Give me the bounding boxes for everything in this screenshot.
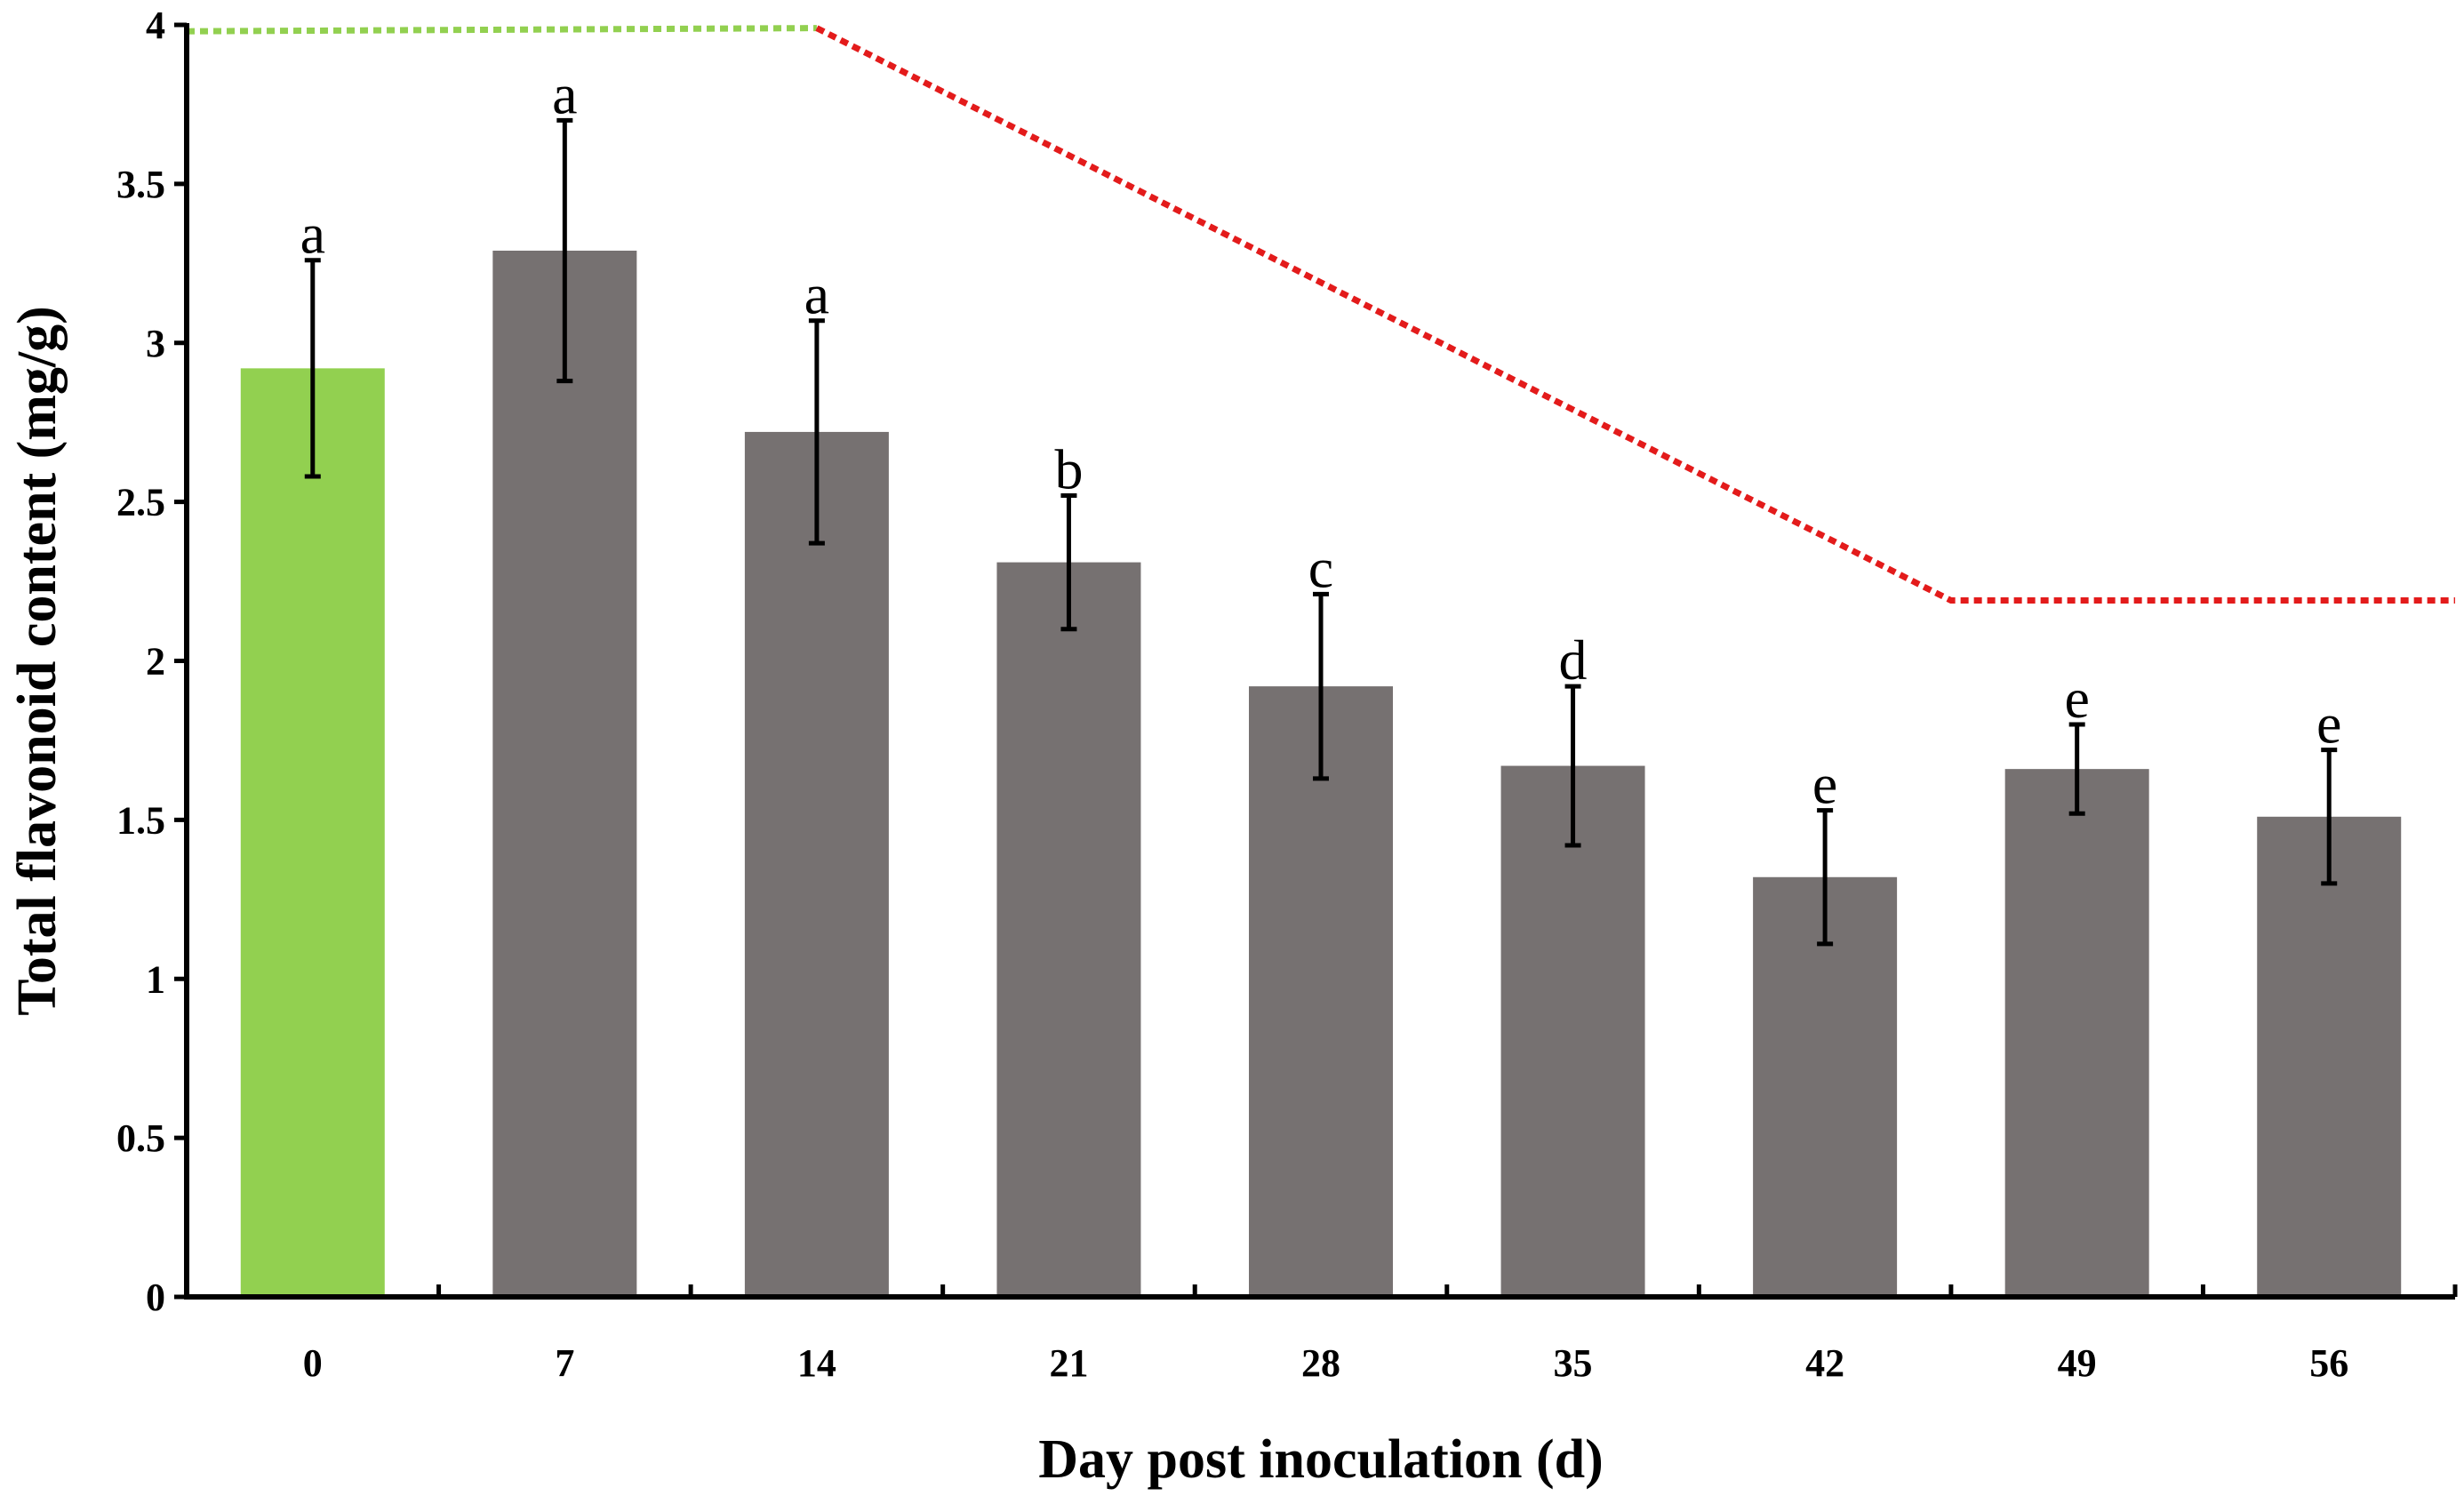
x-tick-label-28: 28 [1301,1341,1340,1385]
x-axis-title: Day post inoculation (d) [1038,1429,1604,1490]
significance-label-day-0: a [300,203,325,266]
bar-day-21 [996,562,1141,1297]
significance-label-day-49: e [2064,667,2089,730]
red-dotted-line [815,25,2455,604]
y-tick-label-2: 2 [146,640,165,684]
significance-label-day-7: a [552,62,577,125]
significance-label-day-56: e [2316,692,2341,756]
significance-labels: a a a b c d e e e [300,62,2342,815]
bar-day-42 [1753,876,1898,1297]
x-tick-labels: 0 7 14 21 28 35 42 49 56 [303,1341,2348,1385]
x-tick-label-0: 0 [303,1341,323,1385]
y-tick-labels: 0 0.5 1 1.5 2 2.5 3 3.5 4 [116,4,165,1319]
annotation-lines [186,25,2455,604]
bar-day-0 [240,368,385,1297]
significance-label-day-21: b [1054,437,1083,500]
bar-day-7 [492,251,637,1298]
y-tick-label-0: 0 [146,1276,165,1319]
significance-label-day-28: c [1308,536,1333,599]
error-bars [304,117,2338,947]
bar-day-28 [1249,686,1393,1297]
y-tick-label-3.5: 3.5 [116,163,165,206]
significance-label-day-42: e [1812,753,1837,816]
bars [240,251,2402,1298]
y-tick-label-1: 1 [146,957,165,1001]
axes [174,22,2458,1300]
y-tick-label-0.5: 0.5 [116,1116,165,1160]
y-tick-label-3: 3 [146,322,165,365]
significance-label-day-35: d [1559,628,1588,692]
x-tick-label-49: 49 [2058,1341,2097,1385]
x-tick-label-35: 35 [1554,1341,1593,1385]
x-tick-label-42: 42 [1805,1341,1844,1385]
green-dotted-line [186,25,817,35]
x-tick-label-14: 14 [797,1341,836,1385]
bar-day-56 [2257,816,2402,1297]
bar-day-35 [1500,765,1645,1297]
bar-day-49 [2004,769,2149,1297]
x-tick-label-7: 7 [555,1341,574,1385]
significance-label-day-14: a [804,263,829,326]
x-tick-label-56: 56 [2309,1341,2348,1385]
y-tick-label-1.5: 1.5 [116,798,165,842]
x-tick-label-21: 21 [1049,1341,1088,1385]
y-tick-label-4: 4 [146,4,165,47]
bar-day-14 [744,431,889,1297]
y-tick-label-2.5: 2.5 [116,481,165,524]
y-axis-title: Total flavonoid content (mg/g) [7,306,68,1016]
